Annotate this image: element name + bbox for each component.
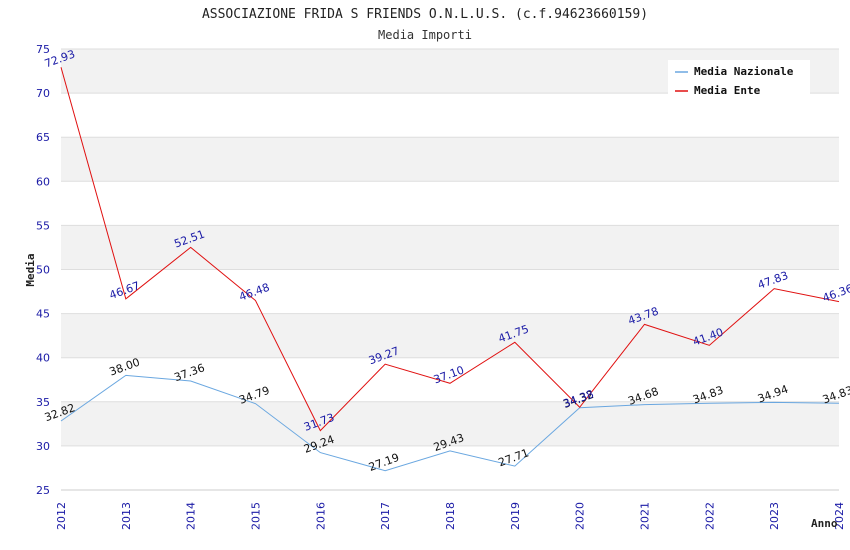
legend-label-media-nazionale: Media Nazionale bbox=[694, 65, 794, 78]
legend-box bbox=[668, 60, 810, 100]
y-tick-label: 75 bbox=[36, 43, 50, 56]
x-tick-label: 2024 bbox=[833, 502, 846, 530]
y-tick-label: 65 bbox=[36, 131, 50, 144]
x-tick-label: 2018 bbox=[444, 502, 457, 530]
y-tick-label: 55 bbox=[36, 219, 50, 232]
x-tick-label: 2022 bbox=[703, 502, 716, 530]
series-line-media-ente bbox=[60, 67, 840, 432]
x-tick-label: 2013 bbox=[120, 502, 133, 530]
x-tick-label: 2021 bbox=[639, 502, 652, 530]
series-lines bbox=[60, 67, 840, 472]
y-tick-label: 35 bbox=[36, 396, 50, 409]
legend: Media Nazionale Media Ente bbox=[668, 60, 810, 100]
data-label: 46.67 bbox=[108, 279, 142, 302]
grid-band bbox=[61, 401, 839, 446]
data-label: 46.48 bbox=[237, 281, 271, 304]
x-axis-label: Anno bbox=[811, 517, 838, 530]
chart-subtitle: Media Importi bbox=[378, 28, 472, 42]
series-line-media-nazionale bbox=[60, 374, 840, 472]
y-tick-label: 30 bbox=[36, 440, 50, 453]
x-tick-label: 2023 bbox=[768, 502, 781, 530]
y-tick-label: 25 bbox=[36, 484, 50, 497]
legend-label-media-ente: Media Ente bbox=[694, 84, 761, 97]
x-tick-label: 2015 bbox=[250, 502, 263, 530]
y-axis-ticks: 25 30 35 40 45 50 55 60 65 70 75 bbox=[36, 43, 50, 497]
x-axis-ticks: 2012 2013 2014 2015 2016 2017 2018 2019 2020 2021… bbox=[55, 502, 846, 530]
x-tick-label: 2017 bbox=[379, 502, 392, 530]
grid-lines bbox=[61, 48, 839, 491]
y-tick-label: 45 bbox=[36, 308, 50, 321]
x-tick-label: 2020 bbox=[574, 502, 587, 530]
y-tick-label: 60 bbox=[36, 175, 50, 188]
grid-bands bbox=[61, 49, 839, 446]
y-tick-label: 70 bbox=[36, 87, 50, 100]
grid-band bbox=[61, 137, 839, 182]
x-tick-label: 2016 bbox=[314, 502, 327, 530]
x-tick-label: 2019 bbox=[509, 502, 522, 530]
y-tick-label: 50 bbox=[36, 264, 50, 277]
grid-band bbox=[61, 313, 839, 358]
chart-title: ASSOCIAZIONE FRIDA S FRIENDS O.N.L.U.S. … bbox=[202, 7, 648, 22]
x-tick-label: 2014 bbox=[185, 502, 198, 530]
x-tick-label: 2012 bbox=[55, 502, 68, 530]
y-axis-label: Media bbox=[24, 253, 37, 286]
data-label: 38.00 bbox=[108, 356, 142, 379]
y-tick-label: 40 bbox=[36, 352, 50, 365]
data-label: 47.83 bbox=[756, 269, 790, 292]
